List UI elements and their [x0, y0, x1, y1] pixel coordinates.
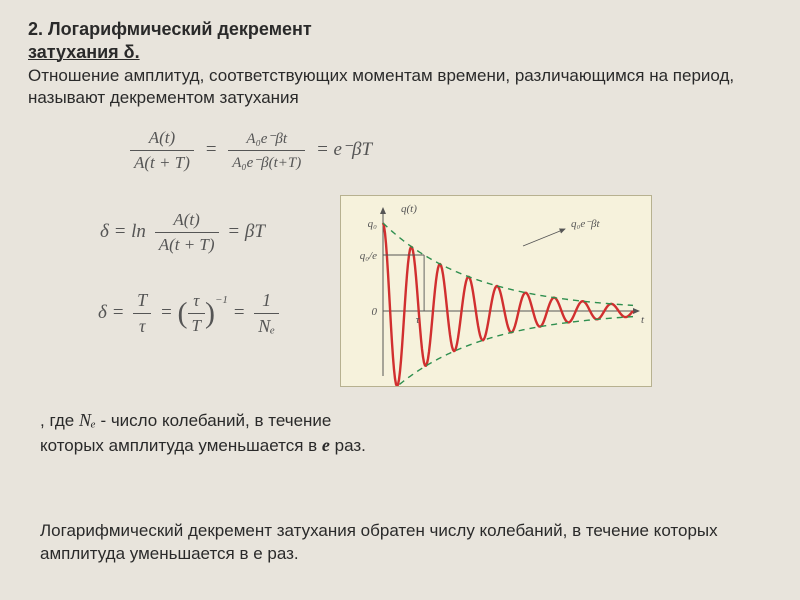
formula-delta-tau: δ = T τ = ( τ T )−1 = 1 Nₑ	[98, 290, 279, 337]
svg-text:q(t): q(t)	[401, 203, 417, 215]
formula-delta-ln: δ = ln A(t) A(t + T) = βT	[100, 210, 265, 255]
f1-right: = e⁻βT	[316, 139, 372, 160]
f1-left-num: A(t)	[130, 128, 194, 151]
heading-line2: затухания δ.	[28, 42, 140, 62]
bottom-conclusion: Логарифмический декремент затухания обра…	[40, 520, 760, 566]
svg-text:q₀e⁻βt: q₀e⁻βt	[571, 218, 600, 230]
f2-num: A(t)	[155, 210, 219, 233]
f3-f2d: T	[188, 314, 205, 336]
f2-den: A(t + T)	[155, 233, 219, 255]
f3-f2n: τ	[188, 291, 205, 314]
f3-rd: Nₑ	[254, 314, 279, 337]
f1-mid-num: A₀e⁻βt	[228, 129, 305, 151]
section-heading: 2. Логарифмический декремент затухания δ…	[28, 18, 772, 63]
damped-oscillation-chart: q₀q₀/e0−q₀q(t)tτq₀e⁻βt	[340, 195, 652, 387]
where-explanation: , где Nₑ - число колебаний, в течение ко…	[40, 408, 370, 458]
f3-exp: −1	[215, 294, 228, 306]
f3-f1d: τ	[133, 314, 151, 337]
svg-text:q₀: q₀	[368, 218, 378, 230]
e-symbol: e	[322, 435, 330, 455]
intro-paragraph: Отношение амплитуд, соответствующих моме…	[28, 65, 772, 109]
svg-text:t: t	[641, 314, 645, 326]
formula-decrement-ratio: A(t) A(t + T) = A₀e⁻βt A₀e⁻β(t+T) = e⁻βT	[130, 128, 372, 173]
f3-f1n: T	[133, 290, 151, 314]
heading-line1: 2. Логарифмический декремент	[28, 19, 312, 39]
f1-left-den: A(t + T)	[130, 151, 194, 173]
f3-rn: 1	[254, 290, 279, 314]
where-t1: , где	[40, 411, 79, 430]
f3-mid: =	[160, 302, 173, 323]
f2-prefix: δ = ln	[100, 221, 146, 242]
where-t3: раз.	[330, 436, 366, 455]
Ne-symbol: Nₑ	[79, 410, 96, 430]
slide-root: 2. Логарифмический декремент затухания δ…	[0, 0, 800, 600]
f3-rhs-eq: =	[233, 302, 246, 323]
f2-suffix: = βT	[227, 221, 265, 242]
f3-lhs: δ =	[98, 302, 124, 323]
f1-mid-den: A₀e⁻β(t+T)	[228, 151, 305, 172]
svg-text:q₀/e: q₀/e	[360, 250, 377, 262]
svg-text:0: 0	[372, 306, 378, 318]
